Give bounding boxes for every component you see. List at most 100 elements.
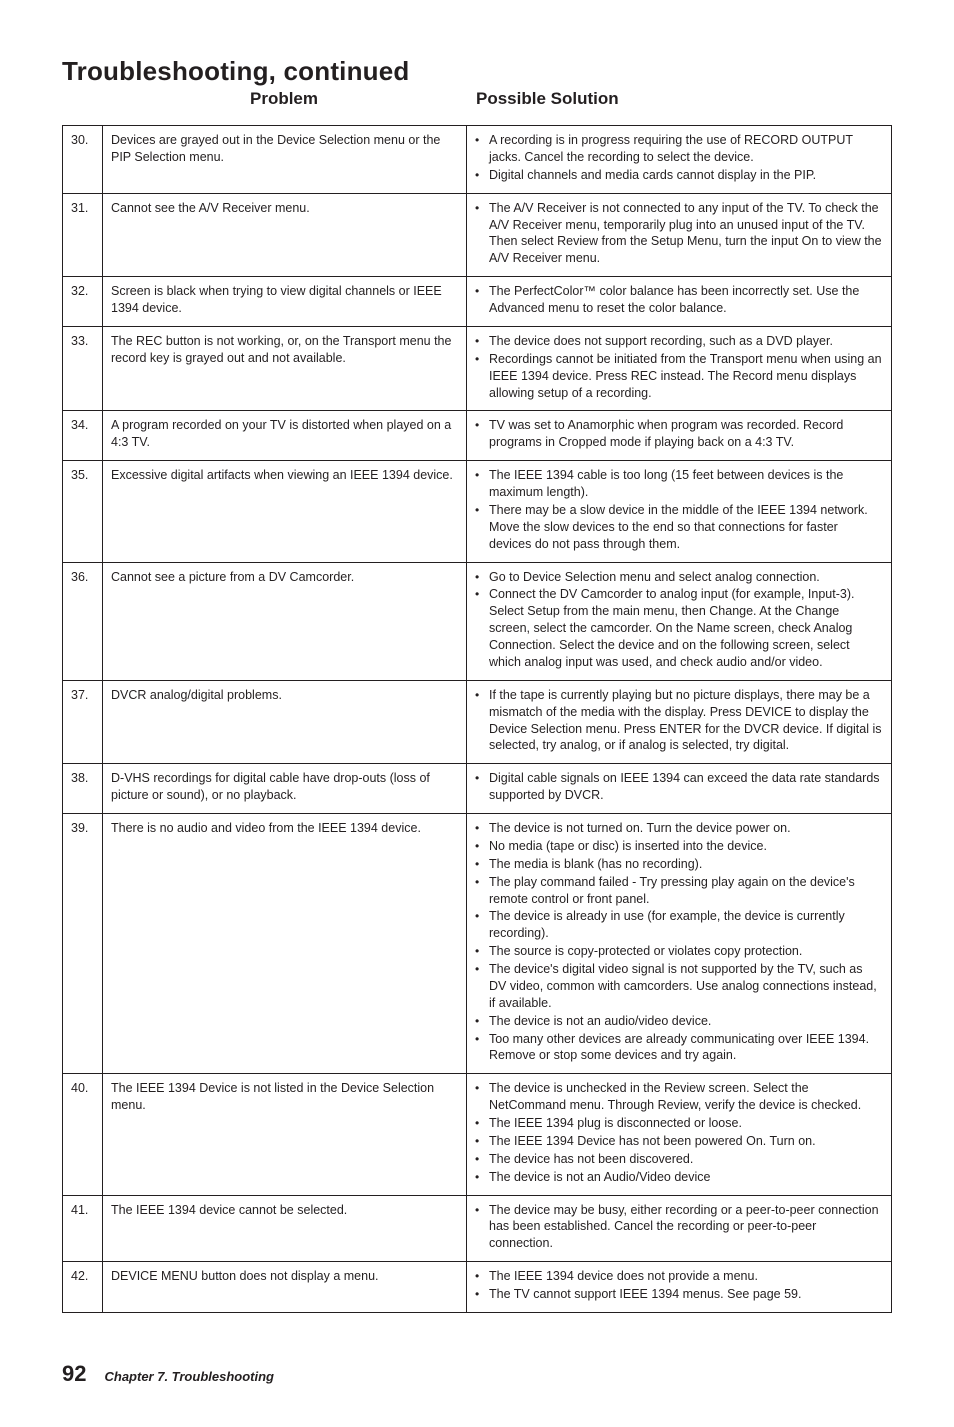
list-item: There may be a slow device in the middle… — [475, 502, 883, 553]
solution-cell: The PerfectColor™ color balance has been… — [467, 277, 892, 327]
table-row: 30.Devices are grayed out in the Device … — [63, 126, 892, 194]
problem-cell: Screen is black when trying to view digi… — [103, 277, 467, 327]
problem-cell: Cannot see a picture from a DV Camcorder… — [103, 562, 467, 680]
row-number: 36. — [63, 562, 103, 680]
list-item: The device does not support recording, s… — [475, 333, 883, 350]
column-headings: Problem Possible Solution — [62, 89, 892, 109]
solution-list: A recording is in progress requiring the… — [475, 132, 883, 184]
solution-cell: The A/V Receiver is not connected to any… — [467, 193, 892, 277]
table-row: 42.DEVICE MENU button does not display a… — [63, 1262, 892, 1313]
table-row: 35.Excessive digital artifacts when view… — [63, 461, 892, 562]
problem-cell: Devices are grayed out in the Device Sel… — [103, 126, 467, 194]
solution-list: Digital cable signals on IEEE 1394 can e… — [475, 770, 883, 804]
solution-list: TV was set to Anamorphic when program wa… — [475, 417, 883, 451]
table-row: 39.There is no audio and video from the … — [63, 814, 892, 1074]
row-number: 33. — [63, 326, 103, 411]
row-number: 35. — [63, 461, 103, 562]
solution-cell: TV was set to Anamorphic when program wa… — [467, 411, 892, 461]
row-number: 42. — [63, 1262, 103, 1313]
list-item: The IEEE 1394 cable is too long (15 feet… — [475, 467, 883, 501]
list-item: The PerfectColor™ color balance has been… — [475, 283, 883, 317]
table-row: 34.A program recorded on your TV is dist… — [63, 411, 892, 461]
solution-list: The A/V Receiver is not connected to any… — [475, 200, 883, 268]
solution-list: The device may be busy, either recording… — [475, 1202, 883, 1253]
page-number: 92 — [62, 1361, 86, 1387]
solution-cell: The device is not turned on. Turn the de… — [467, 814, 892, 1074]
page-footer: 92 Chapter 7. Troubleshooting — [62, 1361, 892, 1387]
list-item: The IEEE 1394 plug is disconnected or lo… — [475, 1115, 883, 1132]
list-item: The A/V Receiver is not connected to any… — [475, 200, 883, 268]
problem-cell: The REC button is not working, or, on th… — [103, 326, 467, 411]
heading-solution: Possible Solution — [466, 89, 892, 109]
table-row: 36.Cannot see a picture from a DV Camcor… — [63, 562, 892, 680]
solution-list: The device is not turned on. Turn the de… — [475, 820, 883, 1064]
row-number: 37. — [63, 680, 103, 764]
problem-cell: DVCR analog/digital problems. — [103, 680, 467, 764]
list-item: A recording is in progress requiring the… — [475, 132, 883, 166]
list-item: The IEEE 1394 device does not provide a … — [475, 1268, 883, 1285]
list-item: The device has not been discovered. — [475, 1151, 883, 1168]
list-item: The IEEE 1394 Device has not been powere… — [475, 1133, 883, 1150]
troubleshooting-table: 30.Devices are grayed out in the Device … — [62, 125, 892, 1313]
table-row: 41.The IEEE 1394 device cannot be select… — [63, 1195, 892, 1262]
list-item: Recordings cannot be initiated from the … — [475, 351, 883, 402]
solution-cell: A recording is in progress requiring the… — [467, 126, 892, 194]
row-number: 41. — [63, 1195, 103, 1262]
table-row: 33.The REC button is not working, or, on… — [63, 326, 892, 411]
list-item: Go to Device Selection menu and select a… — [475, 569, 883, 586]
row-number: 39. — [63, 814, 103, 1074]
list-item: Too many other devices are already commu… — [475, 1031, 883, 1065]
solution-cell: The IEEE 1394 device does not provide a … — [467, 1262, 892, 1313]
solution-list: The PerfectColor™ color balance has been… — [475, 283, 883, 317]
solution-cell: Go to Device Selection menu and select a… — [467, 562, 892, 680]
solution-cell: The device may be busy, either recording… — [467, 1195, 892, 1262]
solution-list: The IEEE 1394 device does not provide a … — [475, 1268, 883, 1303]
problem-cell: The IEEE 1394 device cannot be selected. — [103, 1195, 467, 1262]
row-number: 38. — [63, 764, 103, 814]
problem-cell: There is no audio and video from the IEE… — [103, 814, 467, 1074]
list-item: Digital channels and media cards cannot … — [475, 167, 883, 184]
problem-cell: D-VHS recordings for digital cable have … — [103, 764, 467, 814]
row-number: 31. — [63, 193, 103, 277]
row-number: 34. — [63, 411, 103, 461]
list-item: The TV cannot support IEEE 1394 menus. S… — [475, 1286, 883, 1303]
list-item: The play command failed - Try pressing p… — [475, 874, 883, 908]
problem-cell: The IEEE 1394 Device is not listed in th… — [103, 1074, 467, 1195]
row-number: 30. — [63, 126, 103, 194]
solution-cell: The IEEE 1394 cable is too long (15 feet… — [467, 461, 892, 562]
list-item: The media is blank (has no recording). — [475, 856, 883, 873]
chapter-label: Chapter 7. Troubleshooting — [104, 1369, 274, 1384]
solution-list: The IEEE 1394 cable is too long (15 feet… — [475, 467, 883, 552]
solution-cell: If the tape is currently playing but no … — [467, 680, 892, 764]
list-item: The device is unchecked in the Review sc… — [475, 1080, 883, 1114]
list-item: The device's digital video signal is not… — [475, 961, 883, 1012]
solution-cell: The device is unchecked in the Review sc… — [467, 1074, 892, 1195]
list-item: Connect the DV Camcorder to analog input… — [475, 586, 883, 670]
list-item: The device may be busy, either recording… — [475, 1202, 883, 1253]
solution-list: The device does not support recording, s… — [475, 333, 883, 402]
list-item: Digital cable signals on IEEE 1394 can e… — [475, 770, 883, 804]
problem-cell: A program recorded on your TV is distort… — [103, 411, 467, 461]
list-item: TV was set to Anamorphic when program wa… — [475, 417, 883, 451]
list-item: If the tape is currently playing but no … — [475, 687, 883, 755]
heading-problem: Problem — [62, 89, 466, 109]
problem-cell: Cannot see the A/V Receiver menu. — [103, 193, 467, 277]
solution-cell: The device does not support recording, s… — [467, 326, 892, 411]
table-row: 31.Cannot see the A/V Receiver menu.The … — [63, 193, 892, 277]
problem-cell: DEVICE MENU button does not display a me… — [103, 1262, 467, 1313]
row-number: 32. — [63, 277, 103, 327]
page-title: Troubleshooting, continued — [62, 56, 892, 87]
table-row: 32.Screen is black when trying to view d… — [63, 277, 892, 327]
list-item: The device is not an Audio/Video device — [475, 1169, 883, 1186]
solution-list: The device is unchecked in the Review sc… — [475, 1080, 883, 1185]
solution-list: Go to Device Selection menu and select a… — [475, 569, 883, 671]
solution-list: If the tape is currently playing but no … — [475, 687, 883, 755]
list-item: The device is already in use (for exampl… — [475, 908, 883, 942]
list-item: The device is not turned on. Turn the de… — [475, 820, 883, 837]
list-item: No media (tape or disc) is inserted into… — [475, 838, 883, 855]
list-item: The source is copy-protected or violates… — [475, 943, 883, 960]
table-row: 37.DVCR analog/digital problems.If the t… — [63, 680, 892, 764]
row-number: 40. — [63, 1074, 103, 1195]
table-row: 38.D-VHS recordings for digital cable ha… — [63, 764, 892, 814]
problem-cell: Excessive digital artifacts when viewing… — [103, 461, 467, 562]
